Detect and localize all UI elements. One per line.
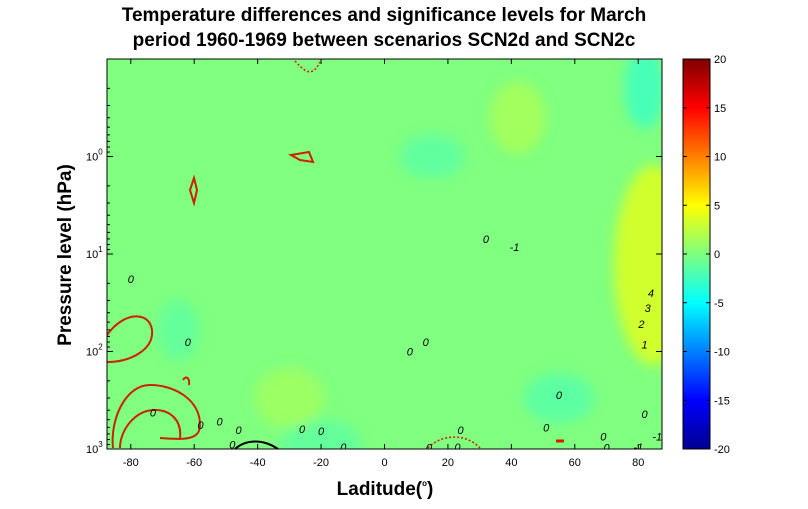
colorbar-axis: 20 15 10 5 0 -5 -10 -15 -20	[683, 54, 730, 456]
contour-label: 0	[483, 234, 490, 246]
contour-label: 0	[543, 422, 550, 434]
colorbar-tick-label: -15	[714, 395, 730, 407]
contour-label: 2	[637, 319, 644, 331]
colorbar-tick-label: 5	[714, 200, 720, 212]
y-tick-label: 101	[86, 245, 103, 261]
contour-label: 0	[229, 440, 236, 452]
field-region	[523, 373, 594, 424]
x-tick-label: 20	[442, 457, 454, 469]
x-tick-label: -80	[123, 457, 139, 469]
significance-contour	[288, 150, 315, 164]
x-axis: -80 -60 -40 -20 0 20 40 60 80	[123, 59, 644, 469]
field-region	[254, 368, 325, 429]
chart-title-line-2: period 1960-1969 between scenarios SCN2d…	[133, 30, 636, 51]
significance-contour	[294, 60, 321, 73]
contour-label: 0	[600, 431, 607, 443]
chart-title-line-1: Temperature differences and significance…	[122, 5, 646, 26]
y-tick-label: 103	[86, 440, 103, 456]
colorbar-tick-label: 10	[714, 152, 726, 164]
contour-label: -1	[510, 242, 520, 254]
y-tick-label: 100	[86, 148, 103, 164]
contour-label: 0	[197, 420, 204, 432]
field-region	[614, 165, 662, 366]
contour-label: 0	[641, 409, 648, 421]
contour-label: 0	[217, 416, 224, 428]
x-axis-label-end: )	[427, 479, 433, 500]
colorbar-tick-label: -20	[714, 444, 730, 456]
contour-label: 3	[645, 303, 652, 315]
contour-label: 0	[556, 390, 563, 402]
x-tick-label: -60	[186, 457, 202, 469]
x-axis-label-superscript: o	[422, 479, 427, 488]
significance-contour	[119, 408, 182, 449]
significance-contour	[188, 174, 199, 207]
contour-label: 0	[236, 425, 243, 437]
contour-label: 0	[150, 407, 157, 419]
contour-label: 0	[426, 442, 433, 454]
contour-label: -1	[652, 431, 662, 443]
contour-label: 0	[299, 424, 306, 436]
contour-label: 4	[648, 288, 654, 300]
significance-contour	[111, 383, 202, 449]
significance-contour	[234, 440, 279, 449]
field-region	[281, 419, 362, 449]
colorbar-tick-label: 20	[714, 54, 726, 66]
field-region	[158, 299, 199, 360]
x-tick-label: 60	[569, 457, 581, 469]
contour-label: 0	[340, 442, 347, 454]
contour-label: 1	[641, 340, 647, 352]
x-tick-label: 40	[505, 457, 517, 469]
x-axis-label: Laditude(o)	[337, 479, 434, 500]
colorbar-tick-label: -5	[714, 298, 724, 310]
x-tick-label: 0	[381, 457, 387, 469]
field-region	[489, 81, 546, 154]
contour-label: 0	[454, 442, 461, 454]
x-axis-label-text: Laditude(	[337, 479, 423, 500]
significance-contour	[107, 315, 154, 363]
contour-label: 0	[318, 426, 325, 438]
y-tick-label: 102	[86, 343, 103, 359]
contour-label: 0	[458, 425, 465, 437]
x-tick-label: -40	[250, 457, 266, 469]
significance-contour	[182, 376, 191, 386]
colorbar-tick-label: 0	[714, 249, 720, 261]
contour-label: 0	[603, 442, 610, 454]
field-region	[400, 134, 465, 179]
contour-label: 0	[128, 274, 135, 286]
significance-contour	[427, 436, 481, 449]
x-tick-label: 80	[632, 457, 644, 469]
colorbar-tick-label: 15	[714, 103, 726, 115]
contour-label: 0	[185, 337, 192, 349]
y-axis-label: Pressure level (hPa)	[55, 164, 76, 346]
colorbar	[682, 58, 711, 450]
x-tick-label: -20	[313, 457, 329, 469]
contour-label: 0	[423, 337, 430, 349]
colorbar-tick-label: -10	[714, 347, 730, 359]
contour-label: 0	[407, 347, 414, 359]
field-region	[624, 59, 662, 129]
